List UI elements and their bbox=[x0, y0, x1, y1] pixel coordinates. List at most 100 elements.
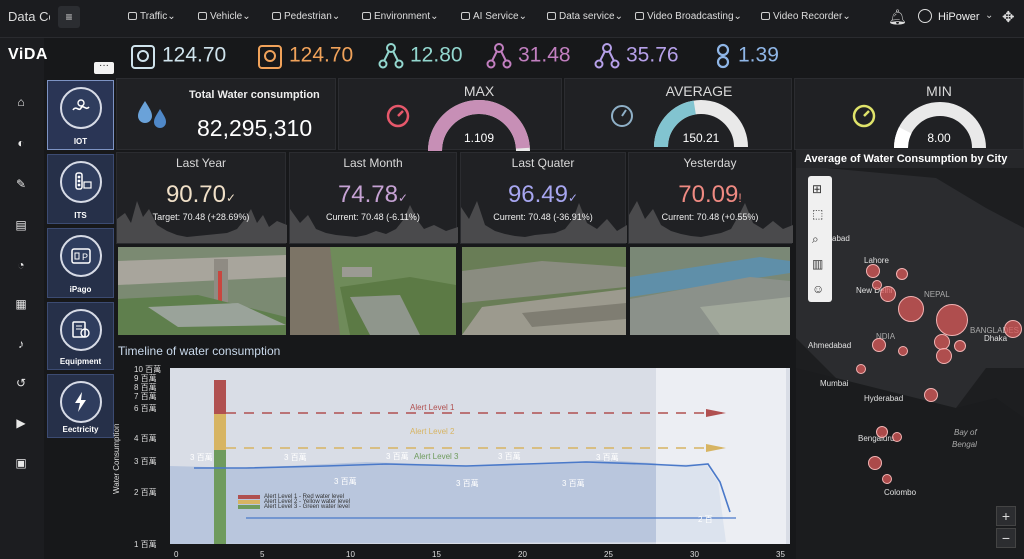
x-tick: 35 bbox=[776, 550, 785, 559]
speedometer-icon[interactable]: ◔ bbox=[17, 258, 25, 272]
chevron-down-icon[interactable]: ⌄ bbox=[985, 10, 994, 21]
metric-value: 124.70 bbox=[162, 43, 227, 67]
home-icon[interactable]: ⌂ bbox=[17, 95, 25, 109]
traffic-light-icon bbox=[60, 161, 102, 203]
category-label: ITS bbox=[74, 211, 87, 220]
zoom-in-button[interactable]: + bbox=[996, 506, 1016, 526]
nav-data-service[interactable]: Data service⌄ bbox=[547, 11, 623, 22]
select-icon[interactable]: ⬚ bbox=[812, 207, 824, 221]
total-label: Total Water consumption bbox=[189, 89, 320, 101]
y-tick: 4 百萬 bbox=[134, 433, 157, 443]
molecule-icon bbox=[486, 43, 512, 69]
camera-feed-4[interactable] bbox=[630, 247, 790, 335]
camera-icon[interactable]: ▶ bbox=[16, 416, 26, 430]
sparkline bbox=[117, 201, 287, 243]
metric-value: 1.39 bbox=[738, 43, 779, 67]
map-icon[interactable]: ▦ bbox=[15, 297, 27, 311]
nav-ai-service[interactable]: AI Service⌄ bbox=[461, 11, 527, 22]
bar-chart-icon[interactable]: ▥ bbox=[812, 257, 824, 271]
category-label: Eectricity bbox=[62, 425, 99, 434]
x-tick: 30 bbox=[690, 550, 699, 559]
database-icon[interactable]: ▤ bbox=[15, 218, 27, 232]
gauge-fill bbox=[428, 100, 530, 151]
city-map[interactable]: Average of Water Consumption by City ⊞ ⬚… bbox=[796, 150, 1024, 559]
nav-video-broadcasting[interactable]: Video Broadcasting⌄ bbox=[635, 11, 742, 22]
user-avatar[interactable] bbox=[918, 9, 932, 23]
point-label: 3 百萬 bbox=[386, 451, 409, 461]
category-label: Equipment bbox=[59, 357, 102, 366]
wrench-icon[interactable]: ✎ bbox=[15, 177, 27, 191]
point-label: 3 百萬 bbox=[190, 452, 213, 462]
category-label: iPago bbox=[69, 285, 92, 294]
gauge-icon bbox=[386, 104, 410, 128]
search-icon[interactable]: ⌕ bbox=[812, 232, 819, 246]
point-label: 3 百萬 bbox=[498, 451, 521, 461]
category-equipment[interactable]: Equipment bbox=[47, 302, 114, 370]
map-label: Bengal bbox=[952, 440, 977, 449]
nav-video-recorder[interactable]: Video Recorder⌄ bbox=[761, 11, 851, 22]
legend-swatch-red bbox=[238, 495, 260, 499]
ai-icon bbox=[461, 12, 470, 20]
metric-1: 124.70 bbox=[130, 42, 226, 70]
bell-icon[interactable]: ♪ bbox=[18, 337, 24, 351]
point-label: 3 百萬 bbox=[334, 476, 357, 486]
nav-environment[interactable]: Environment⌄ bbox=[362, 11, 439, 22]
metric-2: 124.70 bbox=[257, 42, 353, 70]
kpi-yesterday: Yesterday 70.09! Current: 70.48 (+0.55%) bbox=[628, 152, 793, 244]
svg-text:P: P bbox=[82, 252, 88, 262]
puzzle-icon[interactable]: ✥ bbox=[1002, 9, 1015, 26]
more-button[interactable]: ··· bbox=[94, 61, 114, 74]
alert-bar-green bbox=[214, 450, 226, 544]
nav-vehicle[interactable]: Vehicle⌄ bbox=[198, 11, 251, 22]
y-tick: 7 百萬 bbox=[134, 391, 157, 401]
metric-value: 124.70 bbox=[289, 43, 354, 67]
calendar-icon[interactable]: ▣ bbox=[15, 456, 27, 470]
x-tick: 0 bbox=[174, 550, 179, 559]
bell-icon[interactable]: 🔔︎ bbox=[888, 9, 908, 26]
kpi-last-quarter: Last Quater 96.49✓ Current: 70.48 (-36.9… bbox=[460, 152, 627, 244]
map-label: New Delhi bbox=[856, 286, 893, 295]
point-label: 3 百萬 bbox=[596, 452, 619, 462]
pedestrian-icon bbox=[272, 12, 281, 20]
user-name[interactable]: HiPower bbox=[938, 11, 980, 23]
timeline-chart: Alert Level 1 Alert Level 2 Alert Level … bbox=[134, 364, 790, 559]
legend-label-2: Alert Level 2 - Yellow water level bbox=[264, 499, 350, 505]
car-icon bbox=[198, 12, 207, 20]
kpi-value: 96.49 bbox=[507, 181, 568, 208]
kpi-title: Yesterday bbox=[683, 156, 737, 170]
person-icon[interactable]: ☺ bbox=[812, 282, 825, 296]
qr-icon[interactable]: ⊞ bbox=[812, 182, 823, 196]
camera-feed-3[interactable] bbox=[462, 247, 626, 335]
timeline-ylabel: Water Consumption bbox=[112, 423, 121, 494]
zoom-out-button[interactable]: − bbox=[996, 528, 1016, 548]
camera-feed-2[interactable] bbox=[290, 247, 456, 335]
category-electricity[interactable]: Eectricity bbox=[47, 374, 114, 438]
area-fill bbox=[170, 460, 726, 544]
total-consumption-card: Total Water consumption 82,295,310 bbox=[116, 78, 336, 150]
alert-bar-red bbox=[214, 380, 226, 414]
kpi-subtitle: Current: 70.48 (-36.91%) bbox=[493, 212, 593, 222]
point-label: 2 百 bbox=[698, 515, 713, 524]
consumption-line bbox=[194, 461, 731, 513]
gauge-title: MAX bbox=[463, 83, 495, 99]
camera-feed-1[interactable] bbox=[118, 247, 286, 335]
app-logo: ViDA bbox=[8, 46, 48, 63]
history-icon[interactable]: ↺ bbox=[15, 376, 27, 390]
kpi-last-year: Last Year 90.70✓ Target: 70.48 (+28.69%) bbox=[116, 152, 287, 244]
alert-label-3: Alert Level 3 bbox=[414, 452, 459, 461]
timeline-title: Timeline of water consumption bbox=[118, 344, 281, 358]
y-tick: 3 百萬 bbox=[134, 456, 157, 466]
lightning-icon bbox=[60, 381, 102, 423]
nav-pedestrian[interactable]: Pedestrian⌄ bbox=[272, 11, 340, 22]
menu-toggle-button[interactable]: ≡ bbox=[58, 6, 80, 28]
category-iot[interactable]: IOT bbox=[47, 80, 114, 150]
map-label: Bay of bbox=[954, 428, 977, 437]
recorder-icon bbox=[761, 12, 770, 20]
nav-traffic[interactable]: Traffic⌄ bbox=[128, 11, 176, 22]
category-ipago[interactable]: P iPago bbox=[47, 228, 114, 298]
toggle-icon[interactable]: ◐ bbox=[17, 136, 25, 150]
category-its[interactable]: ITS bbox=[47, 154, 114, 224]
molecule-icon bbox=[594, 43, 620, 69]
alert-label-1: Alert Level 1 bbox=[410, 403, 455, 412]
